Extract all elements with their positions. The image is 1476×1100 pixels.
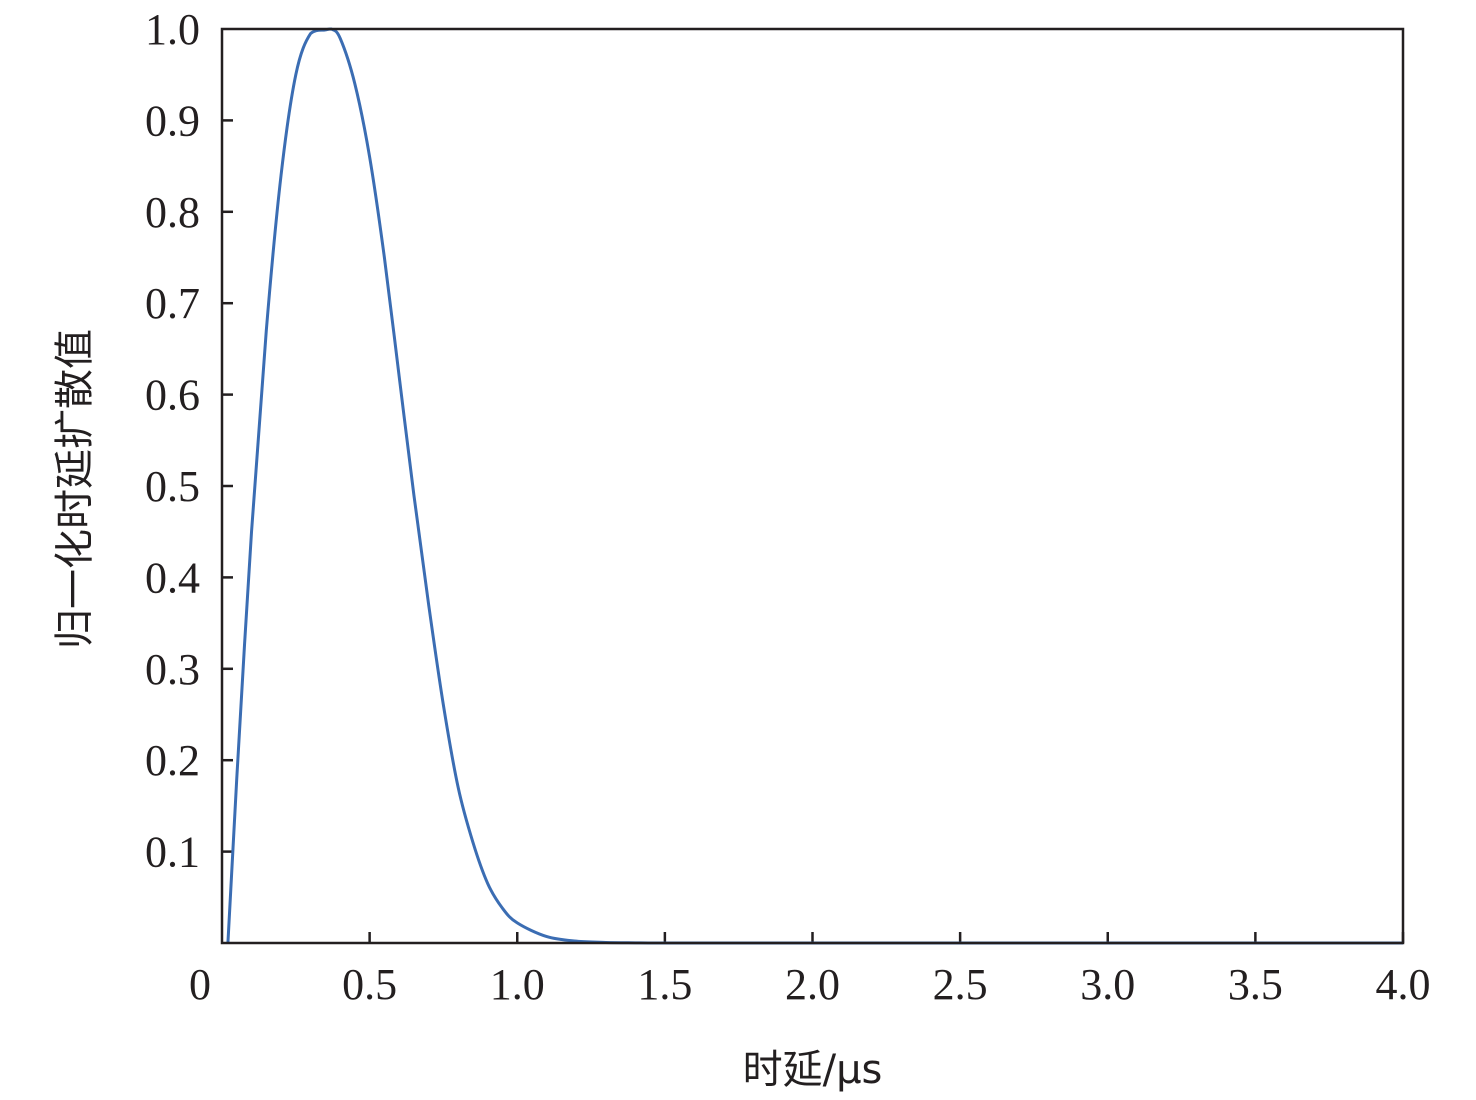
y-tick-label-5: 0.6	[145, 371, 200, 420]
y-tick-label-8: 0.9	[145, 96, 200, 145]
y-tick-label-7: 0.8	[145, 188, 200, 237]
y-axis-title: 归一化时延扩散值	[52, 329, 98, 649]
y-tick-label-6: 0.7	[145, 279, 200, 328]
y-tick-label-3: 0.4	[145, 553, 200, 602]
x-tick-label-0: 0	[189, 960, 211, 1009]
y-tick-label-9: 1.0	[145, 5, 200, 54]
x-tick-label-3: 1.5	[637, 960, 692, 1009]
x-tick-label-4: 2.0	[785, 960, 840, 1009]
x-tick-label-8: 4.0	[1376, 960, 1431, 1009]
y-tick-label-4: 0.5	[145, 462, 200, 511]
y-tick-label-1: 0.2	[145, 736, 200, 785]
plot-frame	[220, 27, 1405, 945]
axis-ticks	[222, 119, 1405, 943]
series-line	[226, 27, 1403, 945]
x-tick-label-6: 3.0	[1080, 960, 1135, 1009]
x-tick-label-2: 1.0	[490, 960, 545, 1009]
x-tick-label-1: 0.5	[342, 960, 397, 1009]
y-tick-label-0: 0.1	[145, 828, 200, 877]
x-tick-label-7: 3.5	[1228, 960, 1283, 1009]
axis-tick-labels: 0 0.5 1.0 1.5 2.0 2.5 3.0 3.5 4.0 0.1 0.2 0.3 0.4 0.5…	[145, 5, 1431, 1009]
x-axis-title: 时延/μs	[743, 1047, 883, 1093]
x-tick-label-5: 2.5	[933, 960, 988, 1009]
y-tick-label-2: 0.3	[145, 645, 200, 694]
